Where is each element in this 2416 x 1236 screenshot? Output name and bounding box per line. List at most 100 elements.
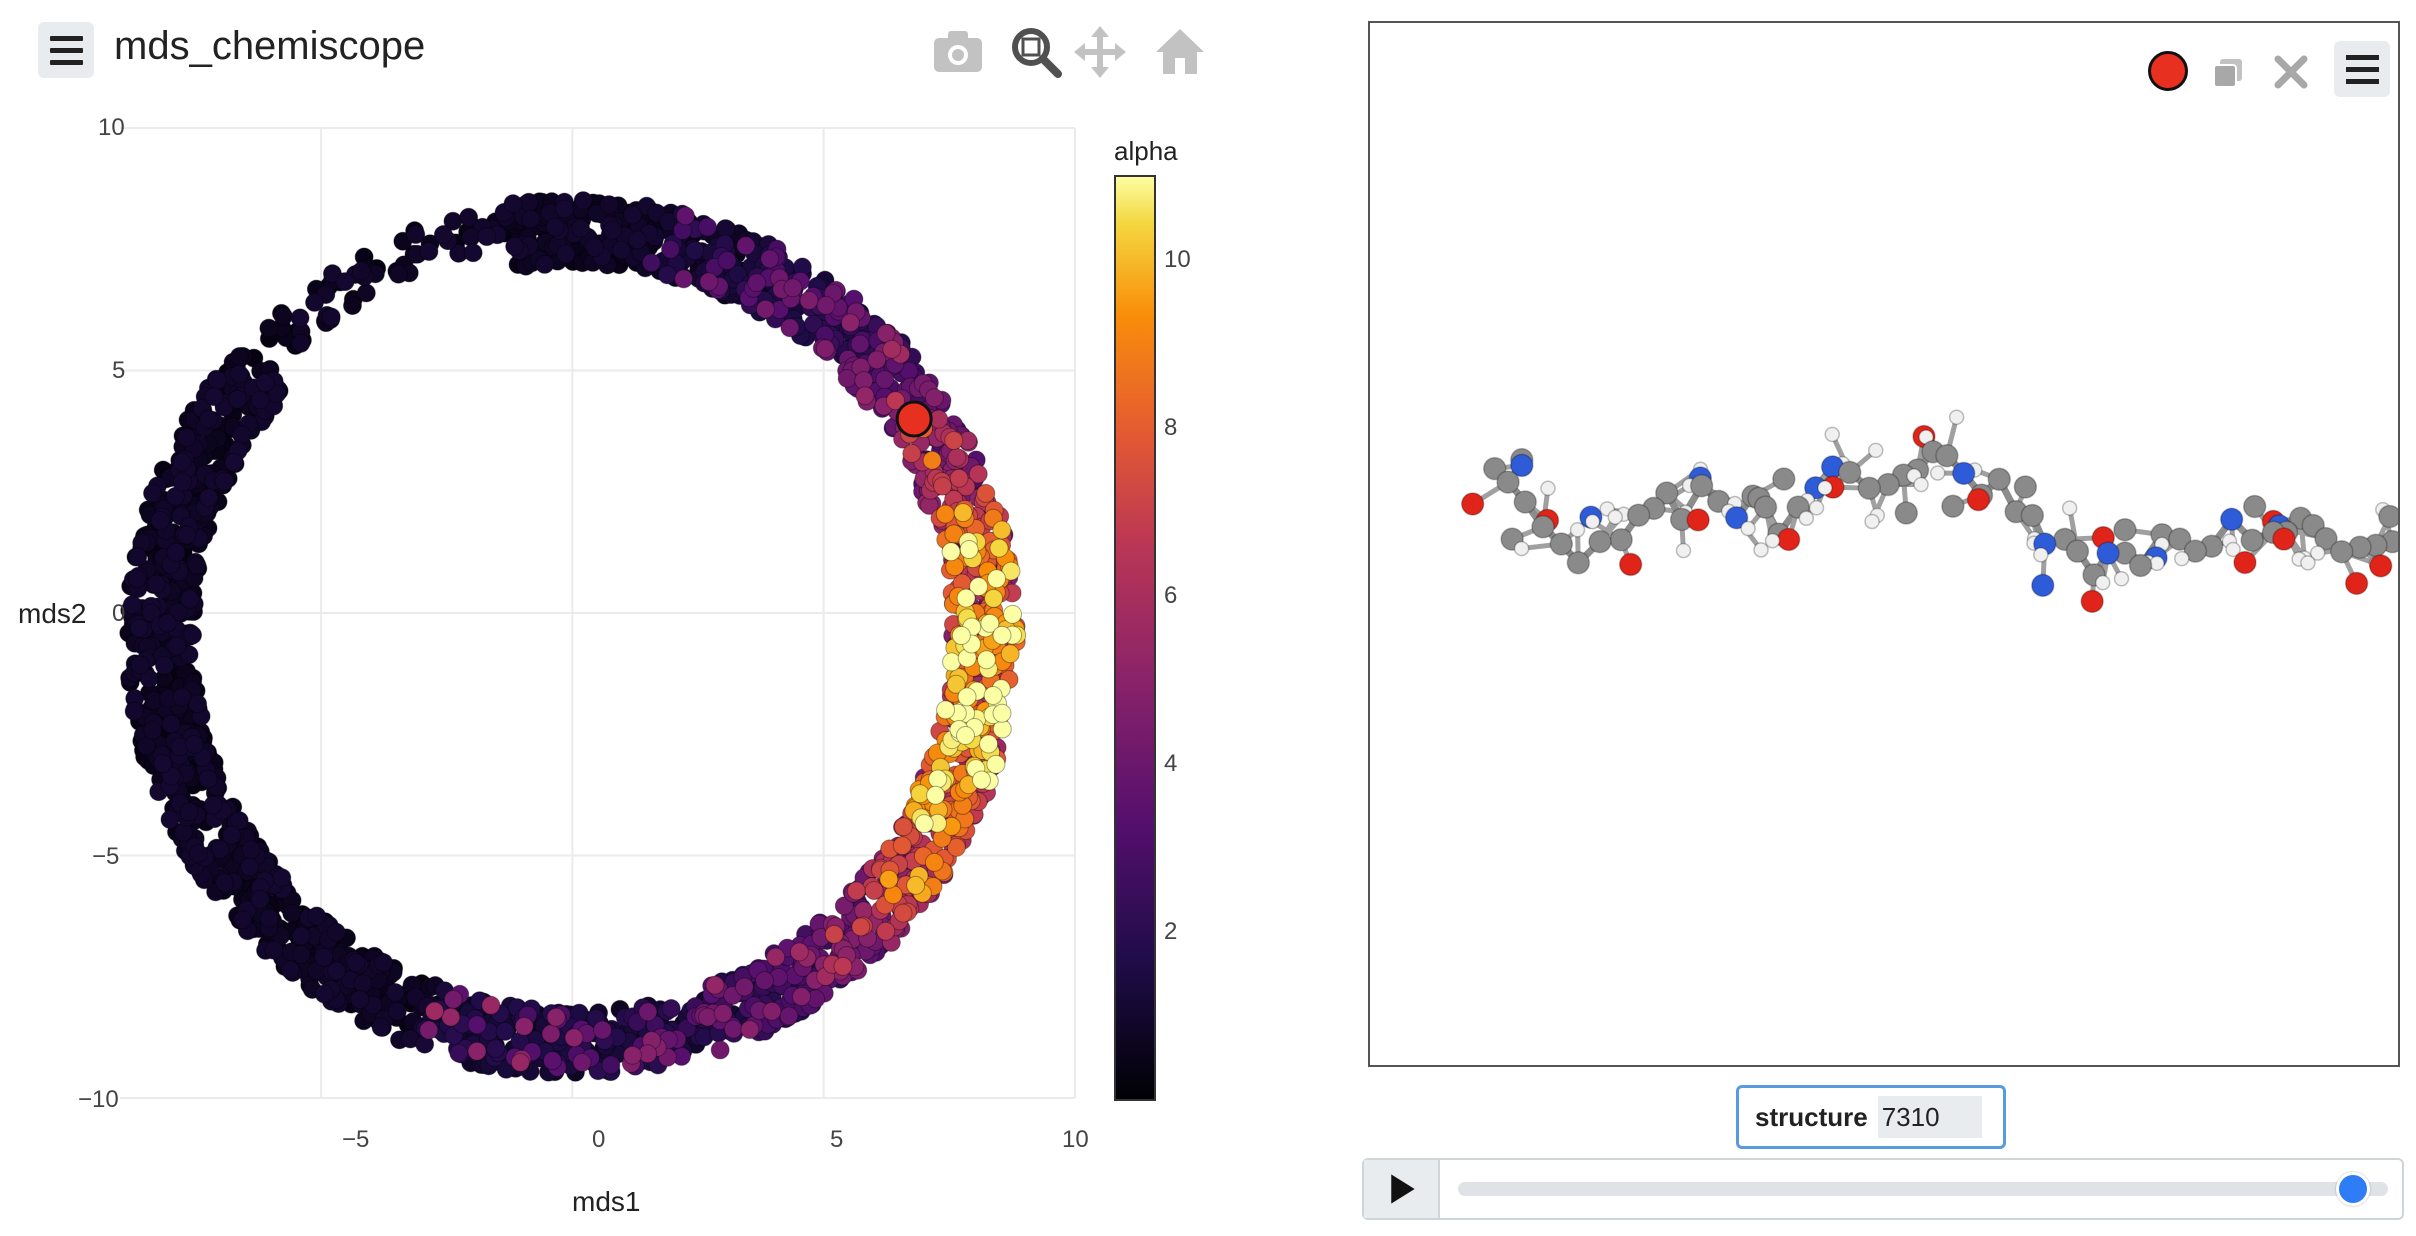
active-viewer-marker[interactable] xyxy=(2148,51,2188,91)
scatter-point xyxy=(983,686,1003,706)
main-menu-button[interactable] xyxy=(38,22,94,78)
scatter-point xyxy=(505,236,525,256)
scatter-point xyxy=(282,903,302,923)
structure-slider-track[interactable] xyxy=(1458,1182,2388,1196)
scatter-point xyxy=(799,290,819,310)
atom xyxy=(1913,476,1929,493)
scatter-point xyxy=(949,468,969,488)
y-tick: −5 xyxy=(92,843,120,870)
scatter-point xyxy=(207,370,227,390)
scatter-point xyxy=(172,472,192,492)
scatter-point xyxy=(222,825,242,845)
zoom-icon[interactable] xyxy=(1006,22,1066,82)
atom xyxy=(1626,503,1651,527)
home-icon[interactable] xyxy=(1150,22,1210,82)
scatter-point xyxy=(291,926,311,946)
scatter-point xyxy=(542,1051,562,1071)
scatter-point xyxy=(992,703,1012,723)
scatter-point xyxy=(780,318,800,338)
scatter-point xyxy=(187,555,207,575)
atom xyxy=(2378,504,2398,529)
scatter-point xyxy=(210,839,230,859)
atom xyxy=(2065,539,2090,563)
atom xyxy=(2113,571,2130,587)
scatter-point xyxy=(477,227,497,247)
scatter-point xyxy=(307,906,327,926)
play-button[interactable] xyxy=(1364,1160,1440,1218)
atom xyxy=(2344,571,2369,596)
scatter-point xyxy=(127,569,147,589)
scatter-point xyxy=(941,542,961,562)
scatter-point xyxy=(514,1016,534,1036)
atom xyxy=(1951,461,1976,486)
scatter-point xyxy=(976,483,996,503)
scatter-point xyxy=(335,272,355,292)
scatter-point xyxy=(203,795,223,815)
x-tick: 0 xyxy=(592,1126,606,1153)
y-tick: 5 xyxy=(112,357,126,384)
y-tick: −10 xyxy=(78,1086,119,1113)
scatter-point xyxy=(592,1020,612,1040)
close-icon[interactable] xyxy=(2268,49,2314,95)
scatter-point xyxy=(172,687,192,707)
scatter-point xyxy=(486,1039,506,1059)
atom xyxy=(1987,467,2011,491)
scatter-point xyxy=(467,1041,487,1061)
scatter-point xyxy=(946,837,966,857)
scatter-point xyxy=(623,1045,643,1065)
pan-icon[interactable] xyxy=(1070,22,1130,82)
scatter-point xyxy=(755,299,775,319)
scatter-point xyxy=(459,207,479,227)
scatter-canvas[interactable] xyxy=(0,0,1240,1236)
scatter-point xyxy=(851,917,871,937)
scatter-point xyxy=(710,1040,730,1060)
structure-slider-thumb[interactable] xyxy=(2335,1172,2370,1206)
scatter-point xyxy=(130,655,150,675)
scatter-point xyxy=(657,265,677,285)
viewer-menu-icon[interactable] xyxy=(2334,41,2390,97)
scatter-point xyxy=(255,373,275,393)
scatter-point xyxy=(176,427,196,447)
scatter-point xyxy=(713,1003,733,1023)
map-plot[interactable]: 10 5 0 −5 −10 −5 0 5 10 mds1 mds2 alpha … xyxy=(0,0,1240,1236)
atom xyxy=(1817,480,1833,496)
structure-index-input[interactable] xyxy=(1877,1096,1982,1138)
atom xyxy=(1753,542,1769,558)
molecule-canvas[interactable] xyxy=(1370,23,2398,1065)
scatter-point xyxy=(554,199,574,219)
scatter-point xyxy=(969,577,989,597)
structure-viewer[interactable] xyxy=(1368,21,2400,1067)
atom xyxy=(1566,551,1591,575)
atom xyxy=(2225,541,2241,558)
scatter-point xyxy=(572,1052,592,1072)
scatter-point xyxy=(875,370,895,390)
scatter-point xyxy=(882,339,902,359)
scatter-point xyxy=(419,1020,439,1040)
scatter-point xyxy=(674,269,694,289)
atom xyxy=(2242,494,2267,519)
scatter-point xyxy=(755,971,775,991)
scatter-point xyxy=(984,588,1004,608)
y-tick: 10 xyxy=(98,114,125,141)
scatter-point xyxy=(229,347,249,367)
scatter-point xyxy=(545,217,565,237)
scatter-point xyxy=(371,1017,391,1037)
colorbar-tick: 2 xyxy=(1164,918,1178,945)
atom xyxy=(2113,517,2137,542)
atom xyxy=(1894,501,1919,525)
scatter-point xyxy=(760,249,780,269)
scatter-point xyxy=(139,669,159,689)
atom xyxy=(1584,513,1601,530)
scatter-point xyxy=(166,543,186,563)
duplicate-icon[interactable] xyxy=(2208,53,2248,93)
y-axis-title: mds2 xyxy=(18,598,87,629)
colorbar-tick: 4 xyxy=(1164,750,1178,777)
atom xyxy=(1686,508,1710,532)
scatter-point xyxy=(855,386,875,406)
colorbar-tick: 10 xyxy=(1164,246,1191,273)
atom xyxy=(2314,526,2338,551)
scatter-point xyxy=(321,307,341,327)
atom xyxy=(2183,539,2208,563)
camera-icon[interactable] xyxy=(928,22,988,82)
scatter-point xyxy=(198,769,218,789)
